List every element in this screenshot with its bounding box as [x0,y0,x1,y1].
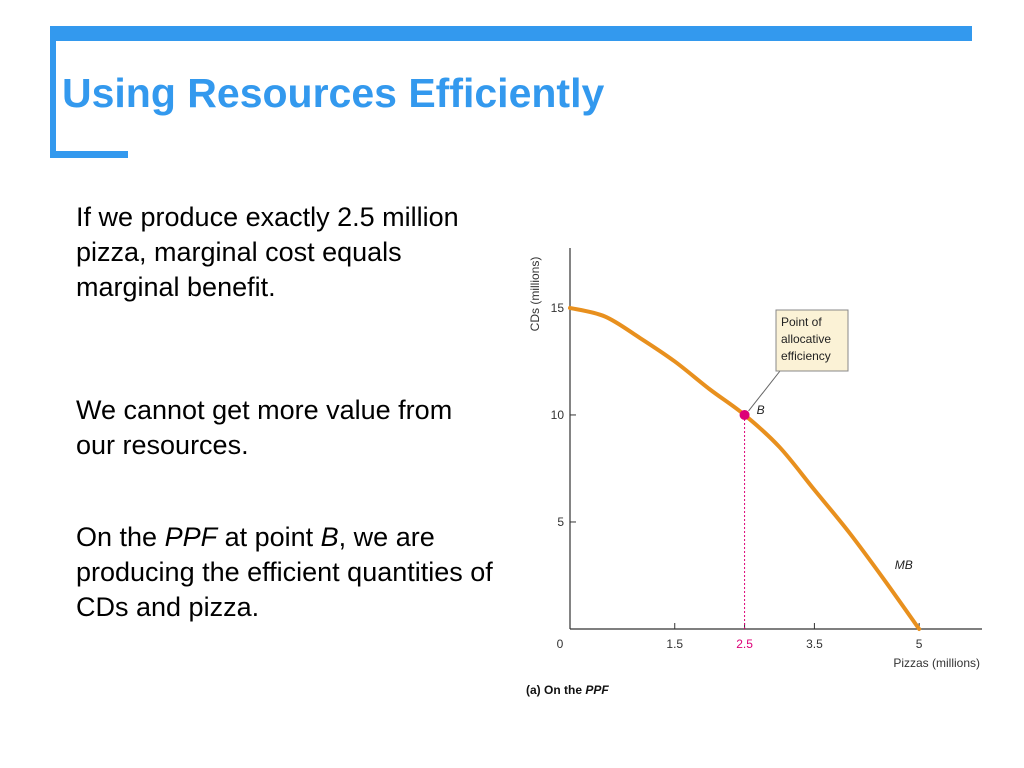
y-tick-group: 5 10 15 [551,301,576,529]
y-tick-label: 5 [557,515,564,529]
header-accent-stub [50,151,128,158]
bullet-3-mid: at point [217,522,321,552]
chart-caption: (a) On the PPF [526,683,609,697]
series-label-mb: MB [895,558,913,572]
y-tick-label: 15 [551,301,565,315]
annotation-line-1: Point of [781,315,822,329]
x-axis-label: Pizzas (millions) [893,656,980,670]
x-tick-label: 3.5 [806,637,823,651]
point-b-marker [739,409,750,420]
chart-caption-emph: PPF [585,683,609,697]
bullet-3-post: , we are producing the efficient quantit… [76,522,493,622]
bullet-1: If we produce exactly 2.5 million pizza,… [76,202,459,302]
annotation-line-2: allocative [781,332,831,346]
annotation-box [775,309,849,372]
header-accent-side [50,26,56,158]
bullet-2: We cannot get more value from our resour… [76,395,453,460]
slide-title: Using Resources Efficiently [62,70,605,116]
bullet-3-pre: On the [76,522,165,552]
bullet-3: On the PPF at point B, we are producing … [76,520,496,625]
x-tick-label: 2.5 [736,637,753,651]
header-accent-bar [50,26,972,41]
chart-caption-prefix: (a) On the [526,683,585,697]
bullet-3-ppf: PPF [164,522,218,552]
ppf-chart: 0 1.5 2.5 3.5 5 5 10 15 CDs (millions) Pizzas … [526,248,982,697]
x-tick-label: 5 [916,637,923,651]
x-tick-group: 0 1.5 2.5 3.5 5 [557,623,923,651]
y-tick-label: 10 [551,408,565,422]
y-axis-label: CDs (millions) [528,257,542,332]
annotation-leader-line [748,370,781,412]
x-tick-label: 1.5 [666,637,683,651]
x-tick-label: 0 [557,637,564,651]
annotation-line-3: efficiency [781,349,831,363]
bullet-3-b: B [320,522,339,552]
point-b-label: B [757,403,765,417]
